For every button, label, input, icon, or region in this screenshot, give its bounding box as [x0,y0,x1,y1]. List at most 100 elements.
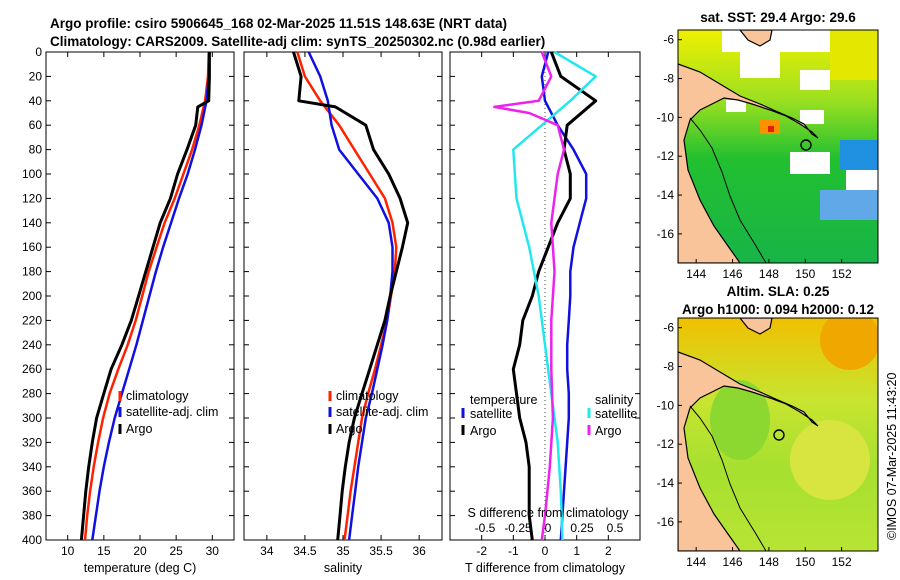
copyright-stamp: ©IMOS 07-Mar-2025 11:43:20 [885,373,899,540]
series-line-satellite-adj-clim [91,51,211,541]
legend-label: Argo [336,422,362,436]
sst-land [678,63,819,263]
map-y-tick-label: -8 [663,360,674,374]
x-tick-label: 34.5 [293,544,317,558]
legend-label: climatology [336,389,399,403]
map-x-tick-label: 152 [832,555,852,569]
x-tick-label: 34 [260,544,274,558]
series-line-s-argo [493,51,566,541]
x-tick-label: 20 [133,544,147,558]
salinity-panel: 34 34.5 35 35.5 36 salinity climatology satelli… [243,51,443,575]
map-x-tick-label: 146 [723,555,743,569]
salinity-diff-tick-label: 0.25 [570,521,594,535]
y-tick-label: 0 [35,45,42,59]
y-tick-label: 360 [22,484,42,498]
legend-label: satellite-adj. clim [336,405,428,419]
y-tick-label: 340 [22,460,42,474]
sst-land-north [739,30,773,47]
figure-title-line1: Argo profile: csiro 5906645_168 02-Mar-2… [50,16,507,31]
y-tick-label: 20 [29,69,43,83]
legend-salinity-heading: salinity [595,393,634,407]
map-y-tick-label: -12 [657,437,675,451]
salinity-diff-tick-label: 0.5 [607,521,624,535]
x-tick-label: 10 [61,544,75,558]
map-y-tick-label: -10 [657,110,675,124]
y-tick-label: 200 [22,289,42,303]
map-x-tick-label: 144 [686,555,706,569]
sla-float-marker [773,429,785,441]
map-y-tick-label: -8 [663,72,674,86]
y-tick-label: 120 [22,191,42,205]
series-line-s-satellite [512,50,597,541]
difference-panel: -2 -1 0 1 2 T difference from climatology temp… [449,50,641,575]
map-x-tick-label: 146 [723,267,743,281]
sst-float-marker [800,139,812,151]
sst-map-title: sat. SST: 29.4 Argo: 29.6 [700,10,856,25]
y-tick-label: 40 [29,94,43,108]
x-tick-label: 35 [336,544,350,558]
map-y-tick-label: -14 [657,476,675,490]
sst-coast-contour [689,117,767,263]
x-tick-label: 15 [97,544,111,558]
map-x-tick-label: 148 [759,555,779,569]
series-line-climatology [83,51,210,541]
sla-map-title-line2: Argo h1000: 0.094 h2000: 0.12 [682,302,874,317]
legend-label: Argo [470,424,496,438]
y-tick-label: 220 [22,313,42,327]
series-line-t-argo [511,51,598,541]
map-y-tick-label: -12 [657,149,675,163]
series-line-satellite-adj-clim [307,51,394,541]
x-tick-label: 36 [412,544,426,558]
x-tick-label: 30 [206,544,220,558]
map-y-tick-label: -6 [663,33,674,47]
temperature-panel: 10 15 20 25 30020406080100120140160180200220… [22,45,235,575]
y-tick-label: 140 [22,216,42,230]
map-y-tick-label: -16 [657,227,675,241]
sla-land [678,351,819,551]
x-axis-label: T difference from climatology [465,561,626,575]
salinity-diff-axis-label: S difference from climatology [468,506,630,520]
legend-label: satellite-adj. clim [126,405,218,419]
y-tick-label: 300 [22,411,42,425]
y-tick-label: 400 [22,533,42,547]
y-tick-label: 240 [22,338,42,352]
legend-label: satellite [595,407,637,421]
series-line-t-satellite [540,51,588,541]
sla-land-north [739,318,773,335]
map-x-tick-label: 150 [795,555,815,569]
salinity-diff-tick-label: -0.5 [475,521,496,535]
sla-coast-contour [689,405,767,551]
x-tick-label: 35.5 [369,544,393,558]
y-tick-label: 180 [22,265,42,279]
figure-title-line2: Climatology: CARS2009. Satellite-adj cli… [50,34,545,49]
legend-label: Argo [126,422,152,436]
sla-patches [710,318,878,500]
sst-warm-patches [700,30,878,220]
x-tick-label: 25 [169,544,183,558]
legend-label: satellite [470,407,512,421]
x-axis-label: temperature (deg C) [84,561,197,575]
legend-temperature-heading: temperature [470,393,537,407]
map-y-tick-label: -6 [663,321,674,335]
sst-map: 144 146 148 150 152 -6 -8 -10 -12 -14 -16 [657,29,879,281]
y-tick-label: 160 [22,240,42,254]
legend-label: climatology [126,389,189,403]
x-tick-label: -2 [476,544,487,558]
y-tick-label: 380 [22,509,42,523]
sla-map: 144 146 148 150 152 -6 -8 -10 -12 -14 -16 [657,317,879,569]
x-axis-label: salinity [324,561,363,575]
x-tick-label: 2 [605,544,612,558]
salinity-diff-tick-label: -0.25 [504,521,532,535]
y-tick-label: 60 [29,118,43,132]
y-tick-label: 320 [22,435,42,449]
sla-map-frame [677,317,879,552]
map-y-tick-label: -14 [657,188,675,202]
map-y-tick-label: -16 [657,515,675,529]
y-tick-label: 280 [22,387,42,401]
series-line-argo [79,52,211,541]
series-line-argo [292,51,410,541]
x-tick-label: 1 [573,544,580,558]
map-x-tick-label: 150 [795,267,815,281]
plot-frame [243,51,443,541]
